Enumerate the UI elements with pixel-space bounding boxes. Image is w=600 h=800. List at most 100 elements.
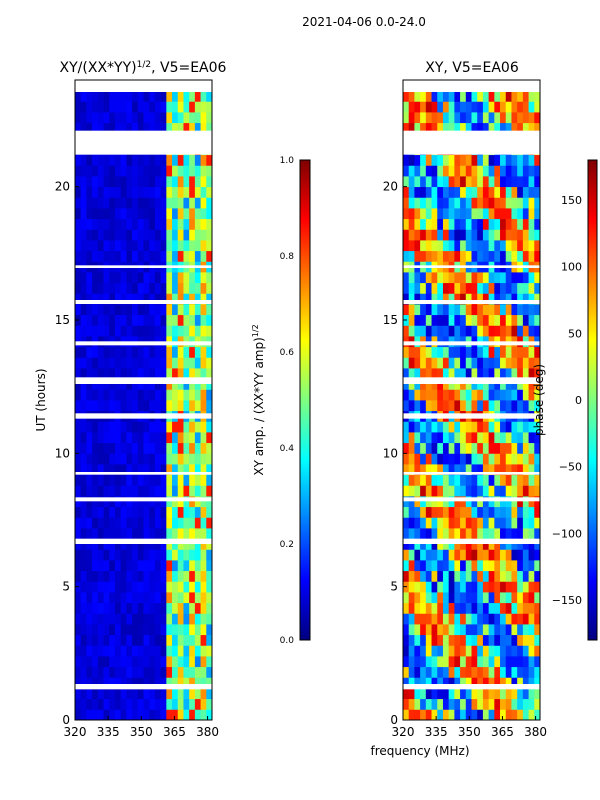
heatmap-cell <box>132 570 139 582</box>
heatmap-cell <box>465 442 472 454</box>
heatmap-cell <box>437 240 444 252</box>
heatmap-cell <box>477 528 484 540</box>
heatmap-cell <box>143 592 150 604</box>
heatmap-cell <box>194 240 201 252</box>
heatmap-cell <box>126 197 133 209</box>
heatmap-cell <box>477 229 484 241</box>
heatmap-cell <box>477 218 484 230</box>
heatmap-cell <box>431 602 438 614</box>
heatmap-cell <box>172 325 179 337</box>
heatmap-cell <box>477 346 484 358</box>
heatmap-cell <box>500 389 507 401</box>
heatmap-cell <box>403 282 410 294</box>
heatmap-cell <box>189 506 196 518</box>
heatmap-cell <box>465 517 472 529</box>
heatmap-cell <box>517 485 524 497</box>
heatmap-cell <box>528 389 535 401</box>
heatmap-cell <box>442 282 450 294</box>
heatmap-cell <box>460 208 467 220</box>
heatmap-cell <box>522 122 529 134</box>
heatmap-cell <box>442 645 450 657</box>
heatmap-cell <box>505 421 512 433</box>
heatmap-cell <box>177 208 184 220</box>
heatmap-cell <box>414 154 421 166</box>
heatmap-cell <box>103 549 110 561</box>
heatmap-cell <box>120 709 127 721</box>
heatmap-cell <box>194 474 201 486</box>
heatmap-cell <box>482 677 490 689</box>
heatmap-cell <box>177 624 184 636</box>
heatmap-cell <box>200 208 207 220</box>
heatmap-cell <box>437 453 444 465</box>
heatmap-cell <box>160 592 167 604</box>
heatmap-cell <box>488 218 495 230</box>
heatmap-cell <box>477 560 484 572</box>
heatmap-cell <box>425 570 432 582</box>
heatmap-cell <box>92 581 99 593</box>
heatmap-cell <box>154 122 162 134</box>
heatmap-cell <box>103 602 110 614</box>
heatmap-cell <box>103 250 110 262</box>
heatmap-cell <box>149 186 156 198</box>
heatmap-cell <box>403 208 410 220</box>
heatmap-cell <box>137 677 144 689</box>
heatmap-cell <box>414 250 421 262</box>
heatmap-cell <box>448 528 455 540</box>
heatmap-cell <box>137 165 144 177</box>
heatmap-cell <box>522 517 529 529</box>
heatmap-cell <box>431 709 438 721</box>
heatmap-cell <box>448 496 455 508</box>
heatmap-cell <box>132 165 139 177</box>
heatmap-cell <box>437 176 444 188</box>
heatmap-cell <box>528 122 535 134</box>
heatmap-cell <box>137 154 144 166</box>
heatmap-cell <box>477 688 484 700</box>
heatmap-cell <box>522 293 529 305</box>
heatmap-cell <box>86 357 93 369</box>
heatmap-cell <box>114 90 122 102</box>
heatmap-cell <box>120 474 127 486</box>
heatmap-cell <box>460 101 467 113</box>
heatmap-cell <box>97 474 104 486</box>
heatmap-cell <box>471 240 478 252</box>
heatmap-cell <box>482 240 490 252</box>
heatmap-cell <box>431 90 438 102</box>
heatmap-cell <box>482 432 490 444</box>
heatmap-cell <box>92 645 99 657</box>
heatmap-cell <box>166 634 173 646</box>
heatmap-cell <box>194 528 201 540</box>
heatmap-cell <box>109 549 116 561</box>
data-gap <box>403 413 540 419</box>
heatmap-cell <box>206 218 213 230</box>
heatmap-cell <box>160 346 167 358</box>
heatmap-cell <box>528 186 535 198</box>
heatmap-cell <box>206 229 213 241</box>
heatmap-cell <box>482 197 490 209</box>
heatmap-cell <box>431 549 438 561</box>
heatmap-cell <box>86 442 93 454</box>
heatmap-cell <box>511 90 518 102</box>
heatmap-cell <box>166 464 173 476</box>
data-gap <box>403 684 540 690</box>
heatmap-cell <box>454 346 461 358</box>
heatmap-cell <box>103 666 110 678</box>
heatmap-cell <box>528 474 535 486</box>
heatmap-cell <box>160 602 167 614</box>
heatmap-cell <box>103 197 110 209</box>
heatmap-cell <box>149 346 156 358</box>
heatmap-cell <box>92 325 99 337</box>
heatmap-cell <box>448 186 455 198</box>
heatmap-cell <box>431 464 438 476</box>
heatmap-cell <box>149 496 156 508</box>
heatmap-cell <box>500 229 507 241</box>
heatmap-cell <box>114 677 122 689</box>
heatmap-cell <box>471 272 478 284</box>
heatmap-cell <box>183 560 190 572</box>
heatmap-cell <box>465 389 472 401</box>
heatmap-cell <box>448 229 455 241</box>
heatmap-cell <box>488 538 495 550</box>
heatmap-cell <box>80 421 87 433</box>
heatmap-cell <box>172 613 179 625</box>
heatmap-cell <box>465 293 472 305</box>
heatmap-cell <box>522 176 529 188</box>
